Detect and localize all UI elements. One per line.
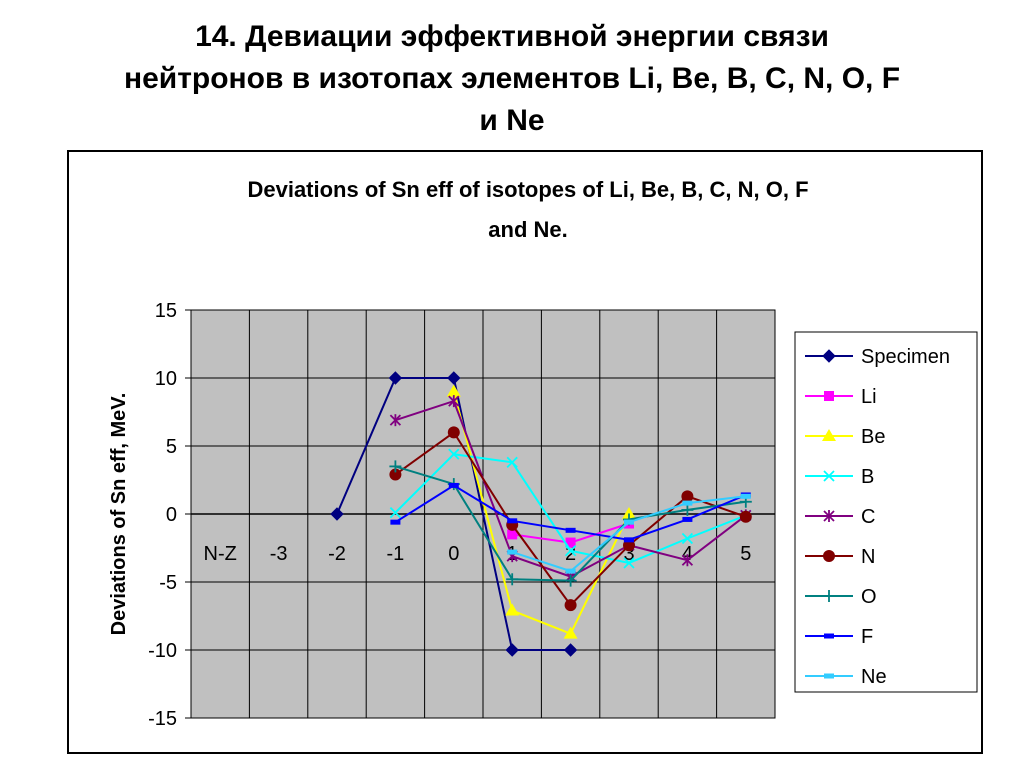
y-tick-label: -5 — [159, 572, 177, 594]
point-o — [389, 460, 402, 473]
point-ne — [740, 493, 751, 499]
point-li — [507, 529, 518, 540]
point-b — [623, 557, 635, 569]
x-category-label: 5 — [740, 543, 751, 565]
x-category-label: 3 — [623, 543, 634, 565]
point-specimen — [330, 507, 344, 521]
x-category-label: -1 — [387, 543, 405, 565]
y-axis-label: Deviations of Sn eff, MeV. — [108, 393, 130, 636]
point-n — [447, 426, 460, 439]
y-tick-label: -10 — [148, 640, 177, 662]
point-b — [681, 532, 694, 545]
slide-title-line-2: нейтронов в изотопах элементов Li, Be, B… — [123, 62, 901, 95]
slide-title-line-1: 14. Девиации эффективной энергии связи — [195, 20, 829, 53]
x-category-label: 0 — [448, 543, 459, 565]
y-tick-label: 5 — [166, 436, 177, 458]
point-f — [448, 482, 459, 488]
chart-frame: Deviations of Sn eff of isotopes of Li, … — [67, 150, 983, 754]
point-li — [565, 537, 576, 548]
point-b — [389, 507, 402, 519]
point-b — [448, 448, 460, 460]
y-tick-label: 0 — [166, 504, 177, 526]
point-specimen — [505, 643, 519, 657]
y-tick-label: -15 — [148, 708, 177, 730]
legend-label-be: Be — [861, 426, 885, 448]
point-be — [446, 384, 461, 397]
legend-marker-li — [824, 391, 834, 401]
point-o — [681, 503, 694, 516]
point-f — [565, 527, 576, 533]
legend-label-b: B — [861, 466, 874, 488]
legend-label-specimen: Specimen — [861, 346, 950, 368]
point-be — [563, 626, 578, 639]
chart-title-line-1: Deviations of Sn eff of isotopes of Li, … — [247, 177, 808, 202]
point-c — [681, 554, 694, 567]
point-f — [390, 519, 401, 525]
point-b — [564, 545, 577, 557]
slide-title-line-3: и Ne — [479, 104, 545, 137]
point-n — [681, 490, 694, 503]
point-f — [682, 516, 693, 522]
point-f — [507, 518, 518, 524]
legend-marker-specimen — [822, 349, 836, 363]
x-category-label: -2 — [328, 543, 346, 565]
point-be — [505, 603, 520, 616]
chart-svg: Deviations of Sn eff of isotopes of Li, … — [108, 177, 978, 730]
point-specimen — [447, 371, 461, 385]
point-ne — [624, 519, 634, 525]
x-category-label: 4 — [682, 543, 693, 565]
legend-marker-o — [823, 590, 835, 602]
point-n — [564, 599, 577, 612]
point-n — [389, 468, 402, 481]
legend-marker-f — [824, 633, 834, 639]
legend-marker-n — [823, 550, 835, 562]
point-c — [389, 414, 402, 427]
legend-label-n: N — [861, 546, 875, 568]
point-ne — [565, 568, 576, 574]
y-tick-label: 15 — [155, 300, 177, 322]
point-specimen — [388, 371, 403, 385]
point-o — [564, 574, 577, 587]
point-ne — [507, 549, 518, 555]
x-category-label: 2 — [565, 543, 576, 565]
point-b — [506, 456, 518, 468]
point-n — [739, 510, 752, 523]
x-category-label: -3 — [270, 543, 288, 565]
slide-title: 14. Девиации эффективной энергии связи н… — [0, 16, 1024, 142]
legend-marker-b — [823, 470, 835, 482]
point-be — [622, 507, 636, 519]
x-category-label: N-Z — [204, 543, 237, 565]
legend-marker-ne — [824, 673, 834, 679]
legend-marker-c — [823, 510, 835, 522]
legend-label-c: C — [861, 506, 875, 528]
point-f — [624, 537, 634, 543]
point-o — [506, 573, 519, 586]
legend-label-f: F — [861, 626, 873, 648]
legend-marker-be — [822, 429, 836, 441]
point-specimen — [563, 643, 578, 657]
chart-title-line-2: and Ne. — [488, 217, 567, 242]
legend-box — [794, 331, 978, 693]
legend-label-li: Li — [861, 386, 877, 408]
legend-label-o: O — [861, 586, 877, 608]
y-tick-label: 10 — [155, 368, 177, 390]
point-ne — [682, 500, 693, 506]
legend-label-ne: Ne — [861, 666, 887, 688]
point-c — [448, 395, 460, 408]
